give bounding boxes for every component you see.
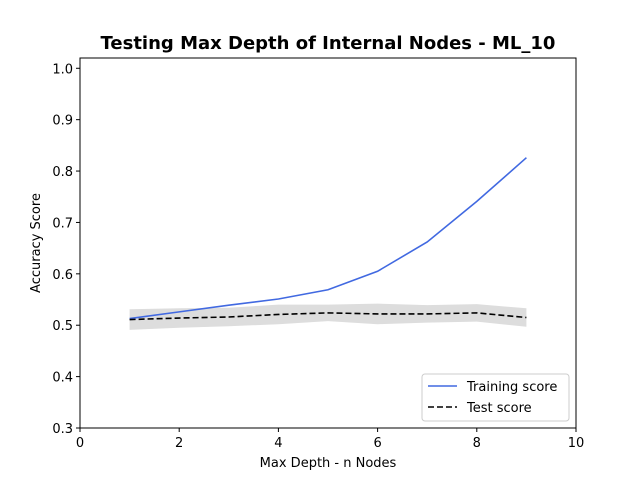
y-tick-label: 1.0 [52,62,73,77]
legend-label-training: Training score [466,380,557,395]
x-tick-label: 10 [568,436,585,451]
legend-box [421,373,570,422]
y-tick-label: 0.9 [52,114,73,129]
legend: Training score Test score [421,373,570,422]
y-tick-label: 0.8 [52,165,73,180]
y-tick-label: 0.6 [52,268,73,283]
y-axis-label: Accuracy Score [29,193,44,293]
x-tick-label: 0 [76,436,84,451]
x-tick-label: 2 [175,436,183,451]
chart-title: Testing Max Depth of Internal Nodes - ML… [101,33,556,54]
y-tick-label: 0.7 [52,216,73,231]
plot-frame [79,57,577,429]
y-tick-label: 0.3 [52,422,73,437]
legend-label-test: Test score [466,401,532,416]
x-tick-label: 8 [473,436,481,451]
line-series-0 [129,157,527,320]
y-tick-label: 0.4 [52,371,73,386]
x-axis-ticks: 0 2 4 6 8 10 [76,428,584,451]
confidence-bands [129,303,527,330]
x-axis-label: Max Depth - n Nodes [260,456,397,471]
band-series-1 [129,303,527,330]
series-lines [129,157,527,321]
y-axis-ticks: 0.3 0.4 0.5 0.6 0.7 0.8 0.9 1.0 [52,62,80,437]
x-tick-label: 6 [373,436,381,451]
y-tick-label: 0.5 [52,319,73,334]
x-tick-label: 4 [274,436,282,451]
